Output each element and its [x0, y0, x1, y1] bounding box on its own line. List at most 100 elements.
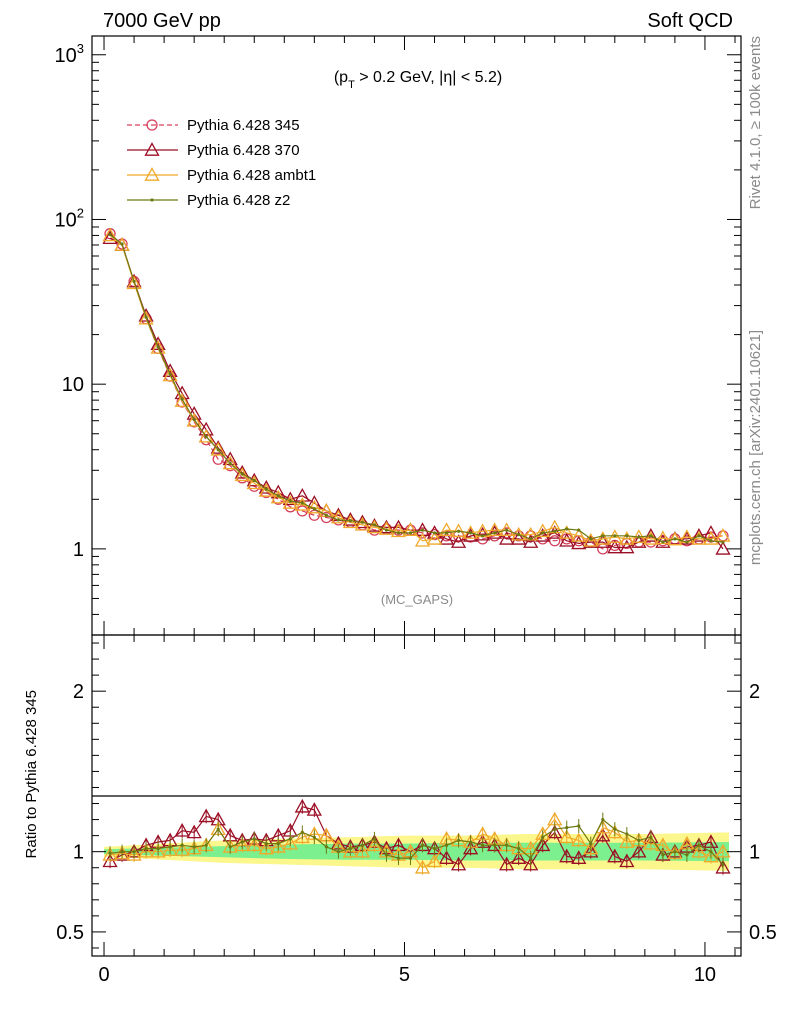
data-point [661, 540, 665, 544]
data-point [282, 835, 298, 850]
cut-annotation: (pT > 0.2 GeV, |η| < 5.2) [334, 69, 502, 91]
data-point [120, 242, 124, 246]
data-point [138, 307, 154, 322]
series-pythia-6-428-370 [102, 230, 731, 555]
data-point [198, 428, 214, 443]
data-point [366, 518, 383, 532]
data-point [270, 839, 286, 853]
data-point [559, 532, 575, 547]
data-point [258, 840, 274, 855]
data-point [240, 840, 244, 844]
data-point [493, 843, 497, 847]
data-point [156, 345, 160, 349]
data-point [144, 846, 148, 851]
data-point [396, 856, 401, 860]
data-point [541, 531, 545, 535]
data-point [420, 843, 425, 847]
data-point [168, 845, 172, 849]
data-point [258, 483, 274, 497]
data-point [414, 859, 431, 874]
data-point [276, 494, 280, 498]
data-point [450, 534, 467, 548]
legend-label: Pythia 6.428 370 [187, 142, 300, 159]
y-tick-label: 102 [55, 205, 84, 231]
data-point [625, 832, 629, 836]
data-point [126, 273, 142, 288]
data-point [511, 850, 527, 864]
x-tick-label: 10 [694, 964, 716, 986]
series-pythia-6-428-345 [104, 228, 729, 555]
data-point [402, 522, 419, 536]
data-point [360, 843, 365, 847]
data-point [661, 853, 665, 857]
data-point [481, 534, 485, 538]
data-point [264, 487, 268, 491]
legend-label: Pythia 6.428 345 [187, 117, 300, 134]
series-line-pythia-6-428-z2 [109, 818, 724, 865]
data-point [565, 826, 569, 830]
ratio-y-tick-label: 0.5 [56, 922, 84, 944]
data-point [192, 845, 196, 849]
data-point [264, 842, 268, 846]
data-point [493, 531, 497, 535]
data-point [432, 531, 437, 535]
data-point [390, 523, 407, 538]
data-point [342, 843, 359, 858]
data-point [643, 527, 659, 542]
data-point [240, 472, 244, 476]
data-point [583, 843, 599, 858]
data-point [408, 856, 413, 860]
data-point [619, 834, 635, 848]
data-point [228, 845, 232, 849]
data-point [450, 523, 467, 538]
series-pythia-6-428-z2 [108, 232, 725, 544]
data-point [697, 843, 701, 847]
data-point [246, 837, 262, 852]
data-point [438, 850, 455, 864]
data-point [198, 421, 214, 436]
data-point [296, 505, 308, 517]
data-point [468, 840, 473, 844]
ratio-y-tick-label: 1 [73, 842, 84, 864]
data-point [102, 227, 118, 242]
data-point [204, 843, 208, 847]
data-point [168, 372, 172, 376]
ratio-series-group [102, 798, 731, 875]
header-left: 7000 GeV pp [103, 10, 221, 32]
data-point [384, 528, 389, 532]
legend-label: Pythia 6.428 ambt1 [187, 167, 316, 184]
ratio-y-tick-label-right: 0.5 [749, 922, 777, 944]
data-point [595, 531, 611, 545]
data-point [649, 835, 653, 839]
data-point [192, 417, 196, 422]
data-point [505, 843, 509, 847]
data-point [444, 531, 449, 535]
data-point [456, 838, 461, 843]
data-point [613, 534, 617, 538]
data-point [619, 539, 635, 554]
data-point [673, 850, 677, 854]
main-series-group [102, 227, 731, 555]
data-point [204, 435, 208, 439]
data-point [108, 851, 112, 855]
data-point [360, 520, 365, 524]
ratio-ticks: 2 2 1 1 0.5 0.5 0 5 10 [56, 635, 777, 986]
series-line-pythia-6-428-ambt1 [109, 234, 724, 542]
data-point [607, 848, 623, 863]
data-point [186, 412, 202, 427]
data-point [216, 448, 220, 452]
data-point [523, 534, 539, 548]
y-tick-label-exponent: 2 [77, 205, 84, 220]
legend-marker [146, 119, 158, 131]
data-point [180, 843, 184, 847]
data-point [619, 531, 635, 545]
data-point [348, 846, 352, 851]
data-point [276, 842, 280, 846]
series-pythia-6-428-z2 [108, 812, 725, 872]
data-point [643, 531, 659, 545]
data-point [673, 537, 677, 541]
data-point [372, 837, 377, 841]
data-point [595, 827, 611, 842]
data-point [709, 850, 713, 854]
data-point [571, 850, 587, 864]
